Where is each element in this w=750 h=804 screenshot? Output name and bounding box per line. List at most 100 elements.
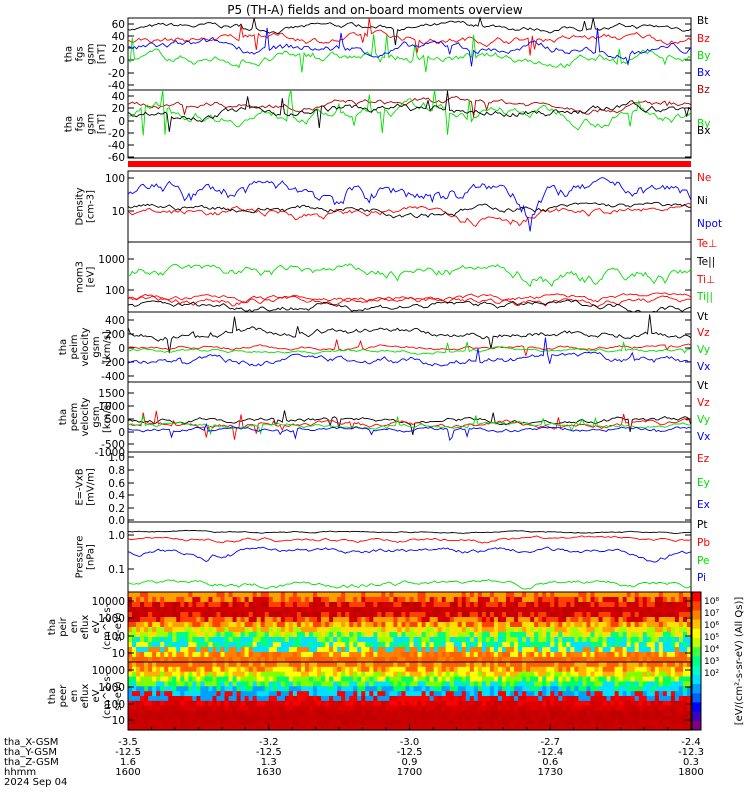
heatmap-cell — [365, 700, 370, 707]
y-axis-label: tha — [64, 46, 75, 62]
heatmap-cell — [493, 691, 499, 697]
heatmap-cell — [373, 725, 378, 731]
heatmap-cell — [626, 700, 632, 707]
heatmap-cell — [228, 686, 234, 692]
heatmap-cell — [280, 657, 286, 663]
heatmap-cell — [280, 705, 286, 712]
heatmap-cell — [264, 632, 270, 638]
heatmap-cell — [204, 662, 210, 668]
heatmap-cell — [489, 642, 495, 648]
heatmap-cell — [136, 612, 141, 618]
heatmap-cell — [522, 715, 527, 721]
heatmap-cell — [501, 700, 507, 707]
heatmap-cell — [325, 607, 330, 613]
heatmap-cell — [312, 710, 318, 717]
heatmap-cell — [598, 691, 604, 697]
heatmap-cell — [666, 686, 672, 692]
heatmap-cell — [152, 725, 157, 731]
heatmap-cell — [345, 715, 350, 721]
heatmap-cell — [284, 622, 290, 628]
heatmap-cell — [284, 602, 290, 608]
heatmap-cell — [248, 710, 254, 717]
heatmap-cell — [397, 681, 403, 687]
heatmap-cell — [280, 715, 286, 721]
heatmap-cell — [550, 637, 555, 643]
heatmap-cell — [192, 710, 197, 717]
heatmap-cell — [204, 627, 210, 633]
heatmap-cell — [590, 696, 596, 702]
heatmap-cell — [546, 622, 551, 628]
heatmap-cell — [497, 647, 503, 653]
x-row-value: -3.0 — [400, 737, 420, 748]
heatmap-cell — [204, 602, 210, 608]
heatmap-cell — [220, 632, 226, 638]
heatmap-cell — [682, 710, 688, 717]
heatmap-cell — [140, 705, 145, 712]
heatmap-cell — [425, 637, 431, 643]
heatmap-cell — [228, 622, 234, 628]
heatmap-cell — [341, 597, 346, 603]
heatmap-cell — [546, 671, 551, 678]
heatmap-cell — [296, 627, 302, 633]
heatmap-cell — [401, 671, 407, 678]
colorbar-tick: 10³ — [704, 657, 719, 667]
heatmap-cell — [686, 647, 692, 653]
legend-entry: Bx — [697, 125, 710, 137]
heatmap-cell — [304, 725, 310, 731]
y-tick-label: 0 — [118, 427, 125, 439]
heatmap-cell — [140, 592, 145, 598]
heatmap-cell — [220, 725, 226, 731]
heatmap-cell — [554, 592, 559, 598]
y-axis-label: gsm — [86, 43, 97, 64]
heatmap-cell — [586, 637, 592, 643]
heatmap-cell — [662, 647, 668, 653]
heatmap-cell — [658, 607, 664, 613]
heatmap-cell — [381, 700, 386, 707]
heatmap-cell — [425, 627, 431, 633]
heatmap-cell — [296, 705, 302, 712]
heatmap-cell — [674, 710, 680, 717]
heatmap-cell — [473, 632, 479, 638]
heatmap-cell — [296, 696, 302, 702]
heatmap-cell — [646, 627, 652, 633]
series-Ni-line — [127, 201, 692, 219]
heatmap-cell — [369, 666, 374, 673]
heatmap-cell — [317, 686, 322, 692]
heatmap-cell — [160, 592, 165, 598]
y-axis-label: sr-eV) — [113, 681, 124, 710]
heatmap-cell — [393, 681, 399, 687]
heatmap-cell — [666, 666, 672, 673]
heatmap-cell — [489, 705, 495, 712]
heatmap-cell — [574, 720, 579, 726]
heatmap-cell — [140, 657, 145, 663]
heatmap-cell — [421, 602, 427, 608]
heatmap-cell — [514, 691, 519, 697]
heatmap-cell — [204, 676, 210, 683]
heatmap-cell — [252, 652, 258, 658]
heatmap-cell — [469, 607, 475, 613]
heatmap-cell — [381, 657, 386, 663]
heatmap-cell — [321, 597, 326, 603]
heatmap-cell — [506, 657, 511, 663]
heatmap-cell — [325, 622, 330, 628]
legend-entry: Vt — [697, 380, 708, 392]
y-axis-label: peir — [58, 616, 69, 636]
heatmap-cell — [244, 705, 250, 712]
heatmap-cell — [361, 696, 366, 702]
heatmap-cell — [590, 671, 596, 678]
heatmap-cell — [156, 652, 161, 658]
heatmap-cell — [449, 705, 455, 712]
heatmap-cell — [562, 715, 567, 721]
heatmap-cell — [224, 725, 230, 731]
heatmap-cell — [477, 647, 483, 653]
heatmap-cell — [196, 647, 201, 653]
heatmap-cell — [164, 597, 169, 603]
heatmap-cell — [268, 681, 274, 687]
heatmap-cell — [393, 592, 399, 598]
heatmap-cell — [152, 715, 157, 721]
heatmap-cell — [489, 686, 495, 692]
heatmap-cell — [461, 720, 467, 726]
heatmap-cell — [148, 681, 153, 687]
heatmap-cell — [602, 627, 608, 633]
heatmap-cell — [678, 642, 684, 648]
